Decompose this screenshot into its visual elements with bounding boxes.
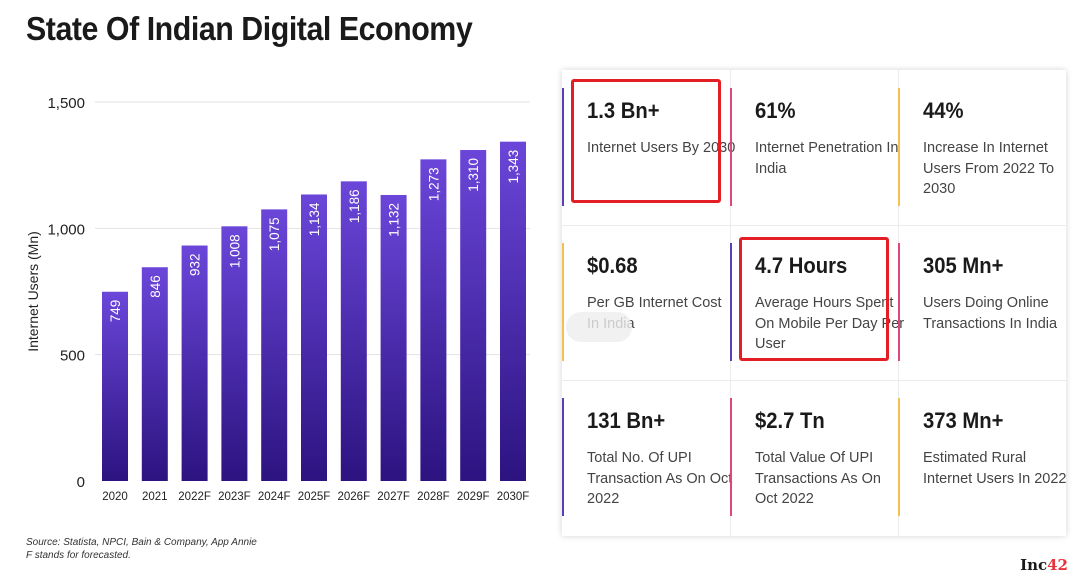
bar	[460, 150, 487, 482]
stat-value: $2.7 Tn	[755, 408, 825, 433]
x-tick-label: 2026F	[337, 491, 370, 503]
bar-value-label: 1,008	[227, 234, 242, 268]
x-tick-label: 2021	[142, 491, 168, 503]
highlight-box	[571, 79, 721, 203]
y-tick-label: 1,500	[47, 95, 85, 112]
stat-value: 131 Bn+	[587, 408, 666, 433]
stat-description: Average Hours Spent On Mobile Per Day Pe…	[755, 295, 905, 352]
bar-value-label: 1,075	[267, 217, 282, 251]
accent-bar	[730, 88, 732, 206]
bar	[420, 159, 447, 481]
source-note: Source: Statista, NPCI, Bain & Company, …	[26, 536, 257, 562]
x-tick-label: 2020	[102, 491, 128, 503]
bar-value-label: 749	[108, 300, 123, 323]
bar	[261, 209, 288, 481]
bar	[500, 141, 526, 481]
stat-description: Users Doing Online Transactions In India	[923, 295, 1058, 332]
x-tick-label: 2027F	[377, 491, 410, 503]
x-tick-label: 2029F	[457, 491, 490, 503]
accent-bar	[898, 243, 900, 361]
bar-value-label: 1,132	[387, 203, 402, 237]
stat-card: 305 Mn+ Users Doing Online Transactions I…	[898, 225, 1066, 380]
stat-value: 4.7 Hours	[755, 253, 848, 278]
stat-card: $2.7 Tn Total Value Of UPI Transactions A…	[730, 380, 898, 535]
stat-card: 61% Internet Penetration In India	[730, 70, 899, 225]
stats-panel: 1.3 Bn+ Internet Users By 2030 61% Internet…	[562, 70, 1066, 536]
accent-bar	[730, 398, 732, 516]
stat-card: 4.7 Hours Average Hours Spent On Mobile P…	[730, 225, 904, 380]
accent-bar	[898, 88, 900, 206]
stat-description: Total Value Of UPI Transactions As On Oc…	[755, 450, 881, 507]
stat-description: Total No. Of UPI Transaction As On Oct 2…	[587, 450, 733, 507]
x-tick-label: 2030F	[497, 491, 530, 503]
bar	[102, 291, 128, 481]
accent-bar	[562, 398, 564, 516]
accent-bar	[562, 243, 564, 361]
stat-card: 131 Bn+ Total No. Of UPI Transaction As O…	[562, 380, 732, 535]
stat-value: 373 Mn+	[923, 408, 1004, 433]
bar-chart: 0 500 1,000 1,500 Internet Users (Mn) 749 2020…	[25, 95, 530, 503]
bar	[301, 194, 327, 481]
bar	[380, 194, 407, 482]
x-tick-label: 2025F	[298, 491, 331, 503]
stat-card: 373 Mn+ Estimated Rural Internet Users In…	[898, 380, 1066, 535]
x-tick-label: 2023F	[218, 491, 251, 503]
drag-handle[interactable]	[566, 312, 632, 342]
stat-card: 1.3 Bn+ Internet Users By 2030	[562, 70, 735, 225]
accent-bar	[730, 243, 732, 361]
y-tick-label: 1,000	[47, 221, 85, 238]
stat-description: Increase In Internet Users From 2022 To …	[923, 140, 1055, 197]
forecast-note: F stands for forecasted.	[26, 550, 131, 561]
logo-mark: 42	[1047, 556, 1068, 574]
x-tick-label: 2024F	[258, 491, 291, 503]
x-tick-label: 2028F	[417, 491, 450, 503]
bar	[181, 245, 208, 481]
stat-value: $0.68	[587, 253, 638, 278]
page-title: State Of Indian Digital Economy	[26, 10, 473, 47]
stat-description: Internet Penetration In India	[755, 140, 899, 177]
highlight-box	[739, 237, 889, 361]
logo-text: Inc	[1020, 556, 1048, 574]
bar-value-label: 1,134	[307, 202, 322, 236]
bar-value-label: 1,310	[466, 158, 481, 192]
x-tick-label: 2022F	[178, 491, 211, 503]
y-axis-label: Internet Users (Mn)	[25, 231, 41, 352]
y-tick-label: 500	[60, 348, 85, 365]
bar	[221, 226, 248, 481]
accent-bar	[562, 88, 564, 206]
stat-description: Internet Users By 2030	[587, 140, 736, 156]
row-divider	[562, 225, 1066, 226]
bar-value-label: 932	[188, 254, 203, 277]
bar-value-label: 1,273	[426, 167, 441, 201]
y-tick-label: 0	[77, 474, 85, 491]
stat-card: 44% Increase In Internet Users From 2022 …	[898, 70, 1066, 225]
bar-value-label: 1,186	[347, 189, 362, 223]
source-line: Source: Statista, NPCI, Bain & Company, …	[26, 537, 257, 548]
stat-value: 1.3 Bn+	[587, 98, 660, 123]
accent-bar	[898, 398, 900, 516]
stat-value: 61%	[755, 98, 796, 123]
bar-value-label: 1,343	[506, 150, 521, 184]
stat-value: 44%	[923, 98, 964, 123]
bar-value-label: 846	[148, 275, 163, 298]
row-divider	[562, 380, 1066, 381]
inc42-logo: Inc42	[1020, 556, 1068, 574]
bar	[141, 267, 168, 481]
stat-description: Estimated Rural Internet Users In 2022	[923, 450, 1067, 487]
bar	[340, 181, 367, 481]
stat-value: 305 Mn+	[923, 253, 1004, 278]
